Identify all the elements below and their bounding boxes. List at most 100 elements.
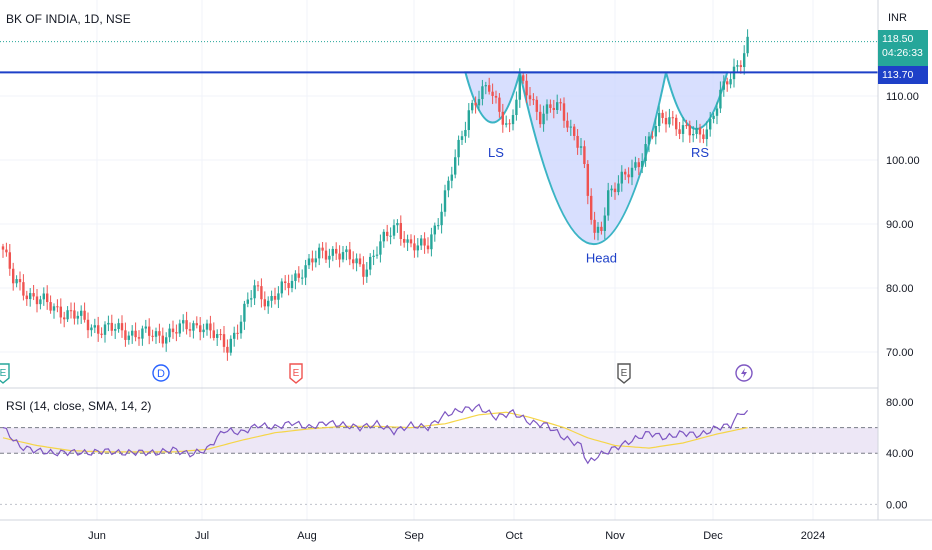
candle-body (389, 235, 392, 237)
candle-body (260, 286, 263, 300)
candle-body (18, 279, 22, 283)
candle-body (110, 322, 113, 331)
candle-body (607, 190, 610, 216)
candle-body (569, 126, 572, 128)
candle-body (318, 247, 321, 259)
candle-body (192, 323, 195, 331)
last-price-box: 118.50 04:26:33 (878, 30, 928, 66)
candle-body (90, 327, 93, 331)
svg-text:E: E (293, 368, 300, 379)
candle-body (494, 95, 498, 98)
pattern-label: RS (691, 145, 709, 160)
candle-body (304, 265, 307, 278)
candle-body (630, 167, 634, 178)
candle-body (562, 103, 566, 121)
candle-body (168, 328, 171, 338)
candle-body (746, 36, 749, 54)
candle-body (120, 323, 124, 331)
candle-body (739, 65, 742, 68)
candle-body (362, 264, 365, 277)
candle-body (341, 252, 345, 260)
price-tick-label: 100.00 (886, 155, 920, 167)
candle-body (195, 323, 198, 326)
candle-body (222, 334, 226, 347)
currency-selector[interactable]: INR (878, 0, 932, 38)
event-marker-dividend: D (152, 364, 170, 382)
candle-body (600, 226, 603, 231)
pattern-labels: LS Head RS (488, 145, 709, 266)
candle-body (675, 117, 678, 130)
candle-body (671, 117, 674, 119)
candle-body (471, 102, 474, 111)
candle-body (297, 273, 300, 278)
candle-body (246, 299, 249, 304)
symbol-header[interactable]: BK OF INDIA, 1D, NSE (6, 12, 131, 26)
candle-body (695, 127, 698, 134)
candle-body (590, 195, 593, 220)
candle-body (226, 346, 229, 353)
candle-body (382, 231, 385, 242)
candle-body (705, 129, 708, 140)
candle-body (239, 321, 243, 334)
rsi-line (2, 403, 749, 465)
candle-body (423, 238, 426, 246)
candle-body (613, 188, 617, 193)
event-marker-earnings: E (0, 363, 10, 384)
level-price-box: 113.70 (878, 66, 928, 84)
candle-body (586, 164, 589, 196)
candle-body (447, 180, 450, 191)
candle-body (396, 223, 399, 226)
candle-body (698, 127, 702, 135)
candle-body (668, 117, 671, 125)
candle-body (654, 126, 657, 137)
candle-body (321, 247, 324, 251)
time-tick-label: Aug (297, 530, 317, 542)
candle-body (256, 285, 260, 287)
candle-body (137, 337, 141, 339)
candle-body (59, 306, 62, 318)
candle-body (450, 174, 453, 181)
rsi-indicator-label[interactable]: RSI (14, close, SMA, 14, 2) (6, 399, 152, 413)
candle-body (392, 225, 396, 236)
candle-body (722, 81, 725, 90)
candle-body (416, 245, 419, 251)
candle-body (52, 306, 56, 311)
candle-body (457, 139, 460, 158)
candle-body (124, 330, 127, 340)
candle-body (624, 171, 627, 175)
candle-body (171, 328, 175, 333)
candle-body (715, 108, 719, 116)
pattern-label: Head (586, 250, 617, 265)
time-tick-label: Dec (703, 530, 723, 542)
candle-body (372, 255, 375, 257)
candle-body (477, 99, 481, 106)
candle-body (56, 306, 59, 308)
candle-body (355, 258, 358, 264)
price-axis: 110.00 100.00 90.00 80.00 70.00 80.00 40.00 0.0… (886, 91, 920, 511)
candle-body (134, 330, 137, 338)
candle-body (80, 310, 83, 316)
event-marker-earnings: E (617, 363, 631, 384)
candle-body (182, 320, 185, 324)
candle-body (127, 335, 130, 340)
candle-body (403, 238, 406, 243)
candle-body (212, 330, 215, 338)
time-axis: Jun Jul Aug Sep Oct Nov Dec 2024 (88, 530, 825, 542)
candle-body (369, 256, 372, 270)
candle-body (566, 120, 569, 128)
candle-body (678, 129, 681, 134)
candle-body (284, 281, 287, 284)
candle-body (542, 113, 545, 125)
candle-body (658, 112, 661, 127)
time-tick-label: Jul (195, 530, 209, 542)
candle-body (464, 130, 467, 137)
candle-body (375, 254, 379, 256)
candle-body (280, 281, 283, 294)
candle-body (202, 329, 205, 333)
candle-body (535, 99, 538, 112)
candle-body (719, 89, 722, 109)
candle-body (141, 328, 144, 339)
candle-body (8, 252, 11, 269)
candle-body (484, 85, 487, 87)
event-marker-earnings: E (289, 363, 303, 384)
